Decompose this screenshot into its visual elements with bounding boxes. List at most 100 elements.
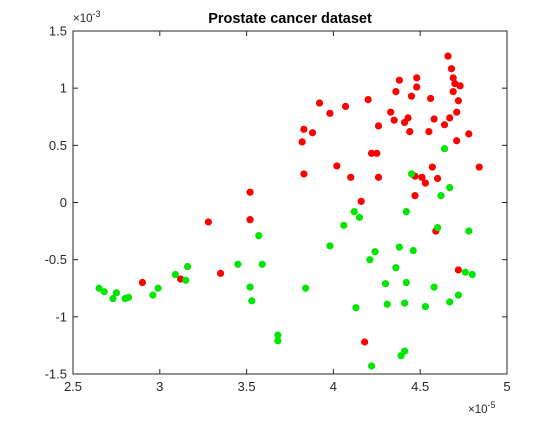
red-data-point — [374, 173, 383, 181]
red-data-point — [326, 109, 334, 117]
green-data-point — [446, 298, 454, 306]
green-data-point — [383, 300, 391, 308]
axes-box — [72, 30, 508, 375]
red-data-point — [367, 149, 376, 157]
y-tick-label: 0.5 — [49, 138, 67, 153]
red-data-point — [421, 179, 430, 187]
red-data-point — [308, 129, 317, 137]
green-data-point — [402, 278, 410, 287]
red-data-point — [440, 121, 449, 129]
green-data-point — [95, 284, 103, 292]
data-points — [95, 52, 483, 370]
green-data-point — [468, 270, 476, 279]
red-data-point — [427, 94, 435, 103]
red-data-point — [298, 138, 306, 146]
y-tick-label: -1.5 — [45, 367, 67, 382]
red-data-point — [449, 87, 457, 96]
red-data-point — [404, 114, 412, 122]
x-tick-label: 4.5 — [411, 379, 429, 394]
green-data-point — [183, 262, 192, 271]
axes: 2.5 3 3.5 4 4.5 5 -1.5 -1 -0.5 0 0.5 1 1.5 — [45, 24, 511, 395]
red-data-point — [447, 65, 456, 73]
red-data-point — [347, 173, 355, 181]
x-tick-label: 5 — [503, 379, 510, 394]
red-data-point — [341, 102, 350, 111]
red-data-point — [454, 97, 462, 105]
green-data-point — [171, 270, 180, 279]
green-data-point — [149, 291, 157, 299]
green-data-point — [395, 243, 403, 251]
green-data-point — [392, 264, 400, 272]
green-data-point — [446, 184, 454, 192]
red-data-point — [453, 137, 461, 145]
green-data-point — [402, 208, 410, 216]
red-data-point — [430, 115, 438, 123]
red-data-point — [446, 114, 454, 122]
red-data-point — [300, 125, 308, 133]
red-data-point — [333, 162, 341, 170]
x-tick-label: 4 — [330, 379, 337, 394]
red-data-point — [465, 130, 473, 138]
green-data-point — [433, 224, 442, 232]
green-data-point — [461, 268, 469, 276]
chart-title: Prostate cancer dataset — [208, 11, 372, 27]
green-data-point — [366, 256, 374, 264]
green-data-point — [437, 192, 445, 200]
red-data-point — [454, 266, 462, 274]
green-data-point — [112, 289, 120, 297]
red-data-point — [246, 188, 254, 196]
red-data-point — [395, 76, 403, 84]
red-data-point — [413, 74, 421, 82]
green-data-point — [440, 145, 449, 153]
red-data-point — [138, 278, 147, 287]
green-data-point — [350, 208, 358, 216]
red-data-point — [357, 197, 365, 205]
green-data-point — [255, 232, 263, 240]
green-data-point — [371, 248, 379, 256]
red-data-point — [387, 108, 395, 116]
red-data-point — [361, 338, 369, 346]
red-data-point — [407, 92, 416, 100]
red-data-point — [425, 128, 433, 136]
green-data-point — [352, 304, 360, 312]
green-data-point — [340, 221, 348, 229]
y-tick-label: 1 — [60, 81, 67, 96]
red-data-point — [433, 174, 442, 183]
green-data-point — [109, 294, 117, 303]
y-tick-label: -1 — [55, 309, 67, 324]
green-data-point — [274, 337, 282, 345]
green-data-point — [182, 276, 190, 284]
green-data-point — [421, 302, 430, 311]
green-data-point — [355, 213, 364, 221]
red-data-point — [449, 74, 457, 82]
y-tick-label: 0 — [60, 195, 67, 210]
red-data-point — [411, 192, 419, 200]
red-data-point — [373, 149, 381, 157]
x-tick-label: 2.5 — [64, 379, 82, 394]
green-data-point — [326, 242, 334, 250]
green-data-point — [430, 283, 438, 291]
red-data-point — [392, 87, 400, 96]
green-data-point — [100, 288, 108, 296]
green-data-point — [454, 291, 462, 299]
green-data-point — [246, 283, 254, 291]
green-data-point — [400, 299, 409, 307]
red-data-point — [444, 52, 452, 60]
red-data-point — [418, 173, 426, 181]
y-tick-label: 1.5 — [49, 24, 67, 39]
green-data-point — [407, 170, 416, 178]
red-data-point — [406, 128, 414, 136]
y-tick-label: -0.5 — [45, 252, 67, 267]
green-data-point — [234, 260, 242, 268]
red-data-point — [390, 116, 398, 124]
red-data-point — [216, 269, 225, 277]
red-data-point — [204, 218, 213, 226]
green-data-point — [124, 293, 133, 301]
green-data-point — [258, 260, 266, 268]
green-data-point — [400, 347, 409, 355]
red-data-point — [364, 96, 372, 104]
red-data-point — [475, 163, 483, 171]
x-axis-exponent-label: ×10-5 — [468, 400, 496, 416]
red-data-point — [456, 82, 464, 90]
